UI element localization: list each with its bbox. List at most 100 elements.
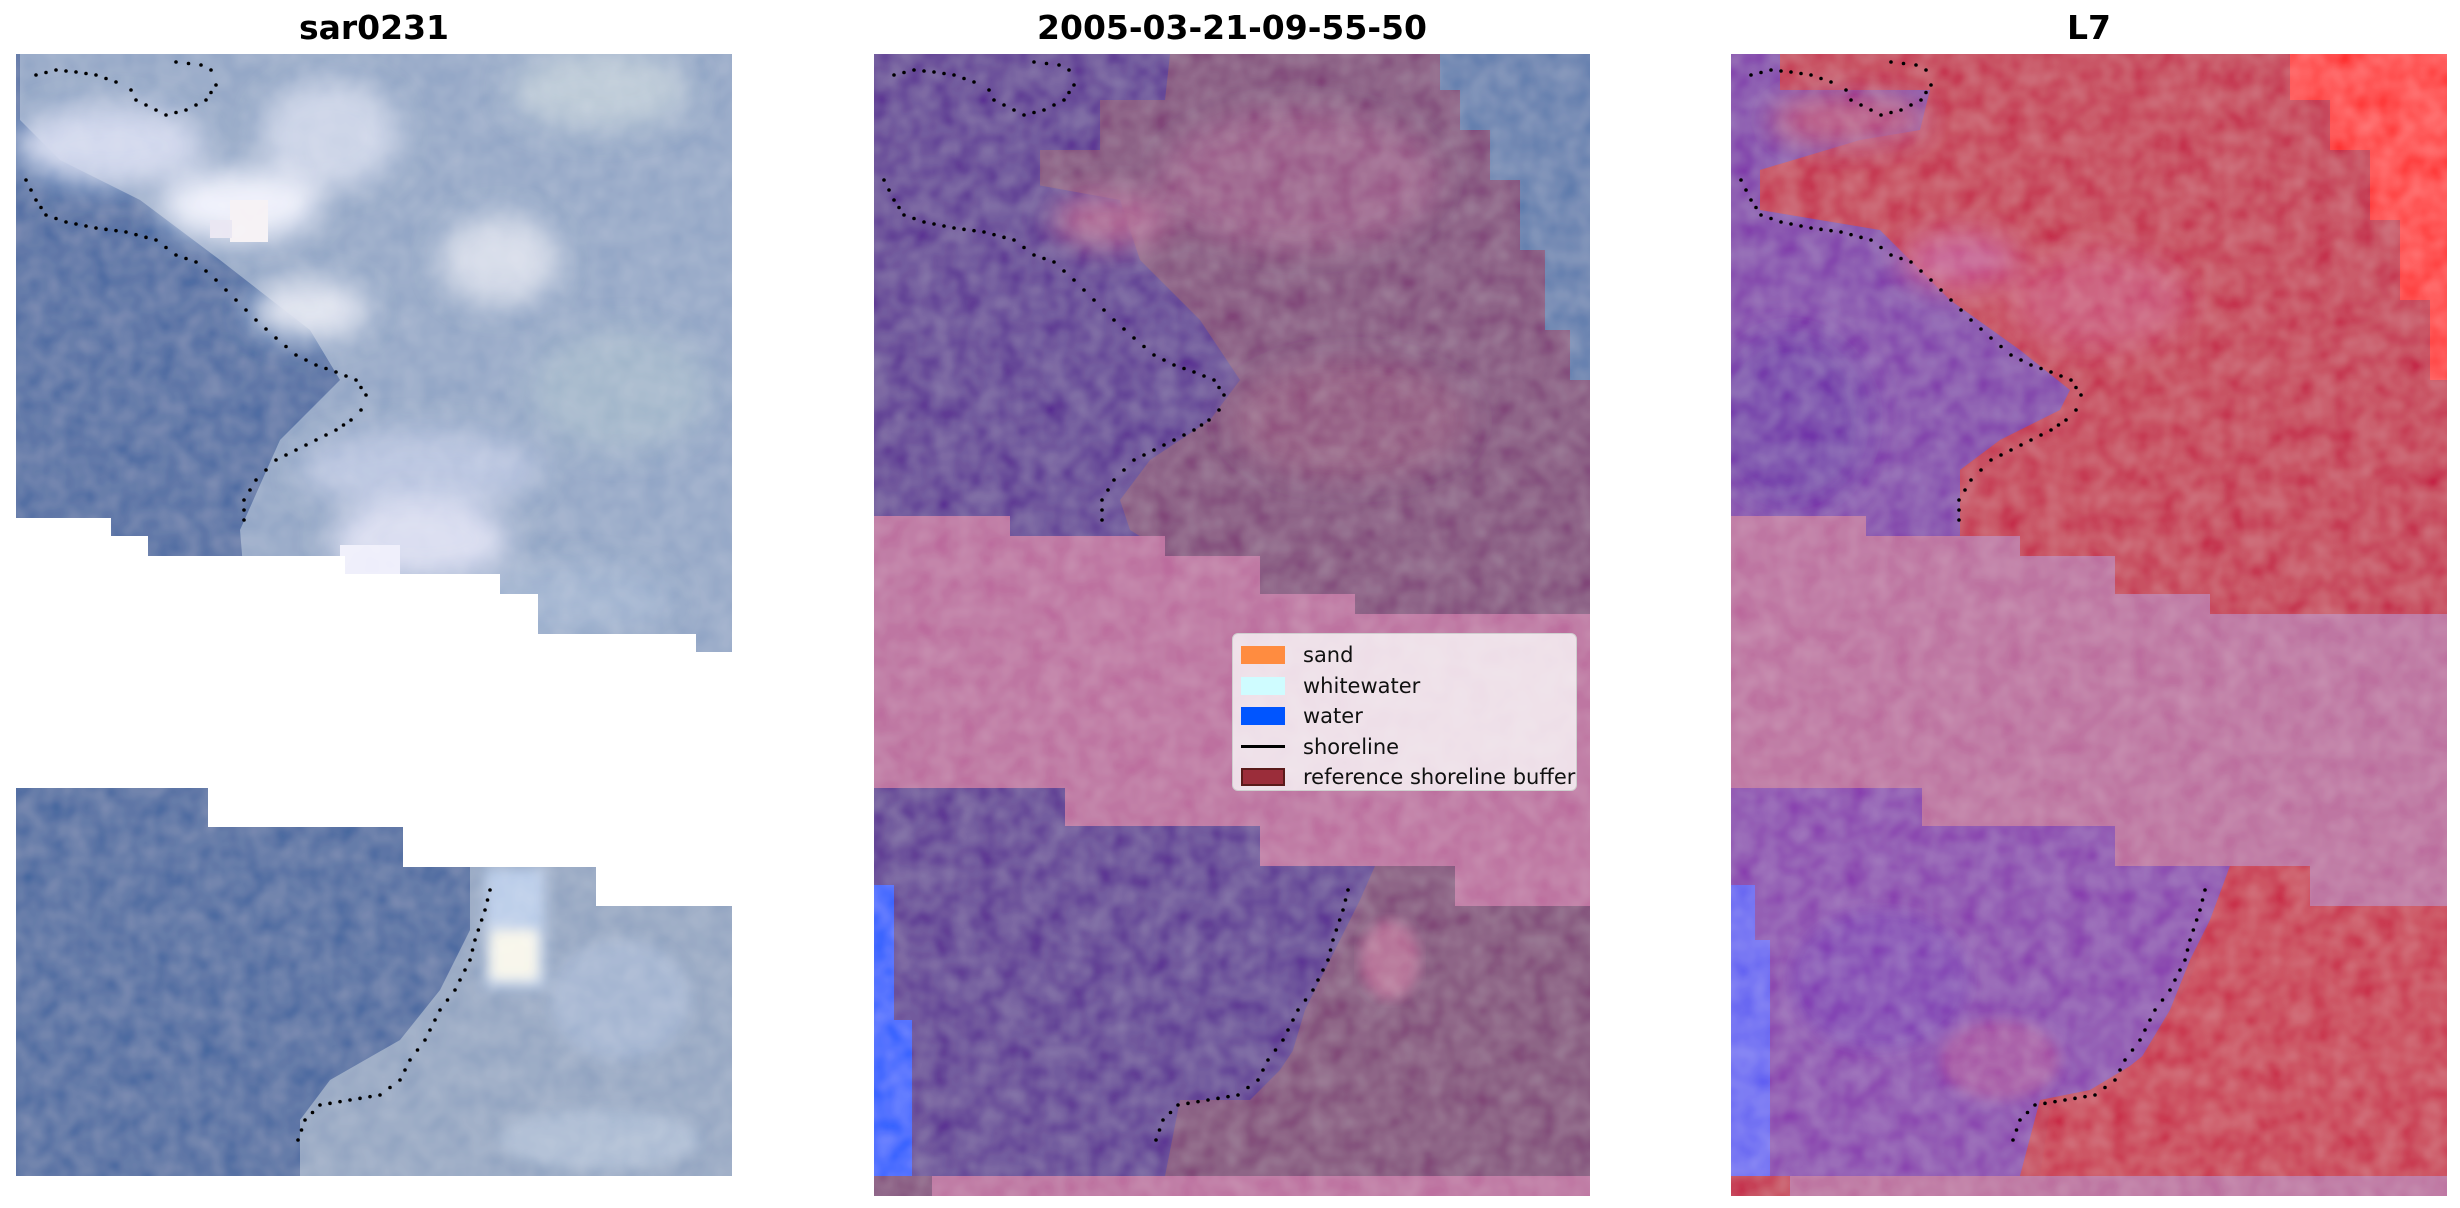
shoreline-point (334, 370, 338, 374)
shoreline-point (1168, 1110, 1173, 1115)
shoreline-point (992, 98, 996, 102)
shoreline-point (1062, 98, 1066, 102)
shoreline-point (942, 71, 946, 76)
shoreline-point (1216, 1096, 1220, 1101)
shoreline-point (242, 518, 246, 522)
shoreline-point (194, 103, 198, 107)
shoreline-point (114, 80, 118, 84)
shoreline-point (1939, 288, 1943, 292)
legend-label-buffer: reference shoreline buffer (1303, 765, 1576, 790)
shoreline-point (2083, 1094, 2087, 1099)
shoreline-point (463, 968, 467, 972)
shoreline-point (2043, 1101, 2047, 1106)
shoreline-point (1082, 288, 1086, 292)
shoreline-point (2069, 378, 2073, 382)
shoreline-point (2029, 438, 2033, 442)
shoreline-point (1328, 948, 1333, 952)
shoreline-panel-2-bottom (1154, 888, 1350, 1142)
shoreline-point (1202, 374, 1206, 378)
shoreline-point (154, 108, 158, 112)
shoreline-point (209, 68, 213, 72)
shoreline-panel-1-top (34, 60, 218, 117)
shoreline-point (1044, 61, 1049, 66)
shoreline-point (184, 256, 188, 261)
shoreline-panel-2-top (892, 60, 1076, 117)
shoreline-point (1889, 110, 1893, 115)
shoreline-point (892, 73, 896, 77)
shoreline-point (1779, 69, 1783, 73)
shoreline-point (2130, 1048, 2135, 1052)
shoreline-point (34, 198, 38, 202)
shoreline-point (1957, 508, 1961, 512)
rgb-image-bottom (16, 788, 732, 1176)
shoreline-point (1022, 245, 1026, 250)
shoreline-point (2113, 1078, 2117, 1082)
shoreline-point (310, 1110, 315, 1115)
shoreline-point (204, 269, 208, 273)
shoreline-point (1172, 438, 1176, 442)
shoreline-point (214, 278, 218, 282)
shoreline-point (1999, 453, 2003, 457)
shoreline-point (186, 61, 191, 66)
shoreline-point (1949, 298, 1953, 302)
shoreline-point (1769, 68, 1773, 72)
shoreline-point (892, 198, 896, 202)
shoreline-point (1919, 98, 1923, 102)
shoreline-point (1100, 508, 1104, 512)
shoreline-point (209, 90, 213, 95)
shoreline-point (2039, 366, 2043, 371)
legend-label-sand: sand (1303, 643, 1354, 668)
shoreline-point (234, 298, 238, 302)
water-swatch (1241, 707, 1285, 726)
shoreline-point (1162, 443, 1166, 447)
shoreline-point (1914, 63, 1918, 67)
shoreline-point (445, 998, 450, 1002)
shoreline-point (1924, 68, 1928, 72)
shoreline-point (922, 220, 926, 224)
shoreline-point (214, 83, 218, 87)
shoreline-point (2019, 443, 2023, 447)
shoreline-point (124, 230, 128, 234)
shoreline-point (468, 958, 472, 962)
shoreline-point (199, 63, 203, 67)
shoreline-point (1162, 358, 1166, 362)
shoreline-point (1334, 928, 1339, 932)
shoreline-point (303, 1118, 307, 1122)
shoreline-point (479, 918, 484, 922)
shoreline-point (1869, 238, 1873, 242)
shoreline-panel-3-main (1739, 178, 2083, 522)
shoreline-point (2178, 968, 2182, 972)
shoreline-point (932, 222, 936, 226)
shoreline-point (304, 443, 308, 447)
shoreline-point (2200, 898, 2205, 902)
shoreline-point (44, 213, 48, 217)
shoreline-point (423, 1038, 427, 1042)
shoreline-point (64, 220, 68, 224)
shoreline-point (1859, 235, 1863, 240)
shoreline-point (328, 1101, 332, 1106)
shoreline-point (114, 228, 118, 233)
shoreline-point (354, 378, 358, 382)
shoreline-point (2009, 353, 2013, 357)
legend-item-water: water (1241, 701, 1568, 732)
shoreline-point (1809, 226, 1813, 230)
shoreline-line-icon (1241, 745, 1285, 749)
shoreline-point (1879, 113, 1883, 117)
legend-item-sand: sand (1241, 640, 1568, 671)
legend-item-buffer: reference shoreline buffer (1241, 762, 1575, 793)
shoreline-point (154, 238, 158, 242)
shoreline-point (84, 224, 88, 228)
shoreline-point (1122, 327, 1126, 331)
shoreline-point (1929, 83, 1933, 87)
shoreline-point (1759, 213, 1763, 217)
shoreline-point (174, 253, 178, 257)
legend-label-shoreline: shoreline (1303, 734, 1400, 759)
shoreline-point (1142, 344, 1146, 349)
legend-label-whitewater: whitewater (1303, 673, 1421, 698)
shoreline-point (1346, 888, 1350, 892)
shoreline-point (24, 178, 28, 182)
shoreline-point (1246, 1085, 1250, 1090)
shoreline-point (1192, 370, 1196, 374)
shoreline-point (2188, 938, 2192, 942)
shoreline-point (104, 227, 108, 232)
